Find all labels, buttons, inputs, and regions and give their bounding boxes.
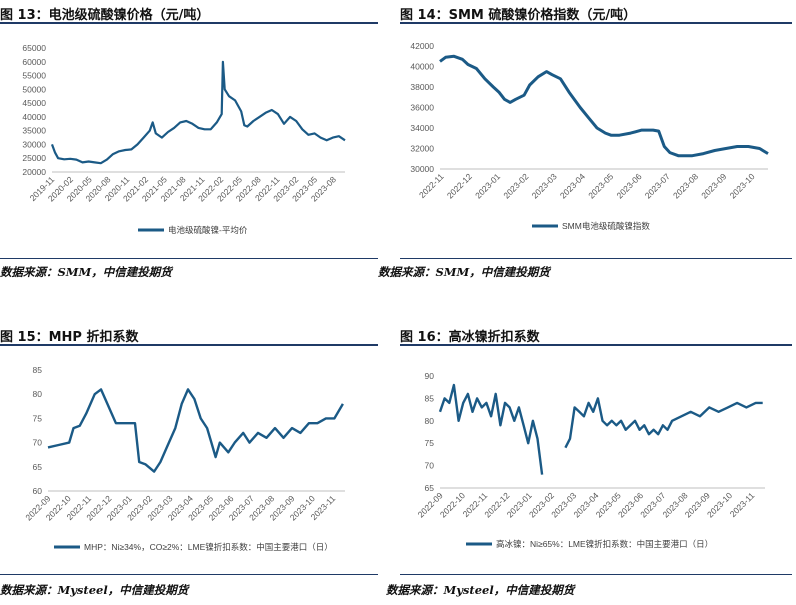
y-tick-label: 45000 (22, 98, 46, 108)
legend-label: MHP：Ni≥34%，CO≥2%：LME镍折扣系数：中国主要港口（日） (84, 542, 333, 552)
y-tick-label: 40000 (410, 62, 434, 72)
chart4-bottom-rule (400, 574, 792, 575)
x-tick-label: 2022-11 (417, 171, 446, 200)
x-tick-label: 2023-05 (586, 171, 615, 200)
y-tick-label: 34000 (410, 123, 434, 133)
legend-label: 高冰镍：Ni≥65%：LME镍折扣系数：中国主要港口（日） (496, 539, 713, 549)
y-tick-label: 60000 (22, 57, 46, 67)
y-tick-label: 36000 (410, 103, 434, 113)
chart2-top-rule (400, 22, 792, 24)
chart1-bottom-rule (0, 258, 378, 259)
chart4-source: 数据来源：Mysteel，中信建投期货 (386, 583, 575, 597)
chart1-top-rule (0, 22, 378, 24)
series-line (439, 54, 769, 158)
x-tick-label: 2023-06 (614, 171, 643, 200)
y-tick-label: 85 (33, 365, 43, 375)
y-tick-label: 80 (425, 416, 435, 426)
chart1-title: 图 13：电池级硫酸镍价格（元/吨） (0, 8, 210, 23)
x-tick-label: 2023-07 (643, 171, 672, 200)
y-tick-label: 65 (425, 483, 435, 493)
chart2-plot: 30000 32000 34000 36000 38000 40000 42000 2022-… (410, 41, 769, 231)
x-tick-label: 2023-01 (473, 171, 502, 200)
chart1-plot: 20000 25000 30000 35000 40000 45000 50000 55000… (22, 43, 346, 235)
y-tick-label: 85 (425, 393, 435, 403)
chart4-top-rule (400, 344, 792, 346)
x-tick-label: 2022-12 (445, 171, 474, 200)
y-tick-label: 30000 (22, 139, 46, 149)
legend-label: 电池级硫酸镍-平均价 (168, 225, 248, 235)
x-tick-label: 2023-08 (671, 171, 700, 200)
chart2-source: 数据来源：SMM，中信建投期货 (378, 265, 550, 279)
y-tick-label: 90 (425, 371, 435, 381)
y-tick-label: 35000 (22, 126, 46, 136)
chart3-bottom-rule (0, 574, 378, 575)
y-tick-label: 80 (33, 389, 43, 399)
y-tick-label: 20000 (22, 167, 46, 177)
x-tick-label: 2023-11 (728, 490, 757, 519)
chart2-bottom-rule (400, 258, 792, 259)
y-tick-label: 42000 (410, 41, 434, 51)
y-tick-label: 25000 (22, 153, 46, 163)
chart1-source: 数据来源：SMM，中信建投期货 (0, 265, 172, 279)
y-tick-label: 65000 (22, 43, 46, 53)
y-tick-label: 75 (425, 438, 435, 448)
y-tick-label: 70 (33, 438, 43, 448)
x-tick-label: 2023-02 (501, 171, 530, 200)
series-line (50, 60, 346, 165)
x-tick-label: 2023-10 (728, 171, 757, 200)
x-tick-label: 2023-03 (530, 171, 559, 200)
chart2-title: 图 14：SMM 硫酸镍价格指数（元/吨） (400, 8, 637, 23)
y-tick-label: 75 (33, 413, 43, 423)
series-line (438, 383, 763, 475)
y-tick-label: 38000 (410, 82, 434, 92)
x-tick-label: 2023-09 (699, 171, 728, 200)
chart4-title: 图 16：高冰镍折扣系数 (400, 330, 540, 345)
chart4-plot: 6570758085902022-092022-102022-112022-12… (416, 371, 765, 549)
x-tick-label: 2023-04 (558, 171, 587, 200)
y-tick-label: 30000 (410, 164, 434, 174)
y-tick-label: 70 (425, 461, 435, 471)
series-line (47, 388, 344, 473)
y-tick-label: 55000 (22, 71, 46, 81)
y-tick-label: 65 (33, 462, 43, 472)
chart3-plot: 6065707580852022-092022-102022-112022-12… (23, 365, 345, 552)
chart3-source: 数据来源：Mysteel，中信建投期货 (0, 583, 189, 597)
legend-label: SMM电池级硫酸镍指数 (562, 221, 650, 231)
y-tick-label: 32000 (410, 144, 434, 154)
chart3-title: 图 15：MHP 折扣系数 (0, 330, 139, 345)
y-tick-label: 50000 (22, 84, 46, 94)
y-tick-label: 60 (33, 486, 43, 496)
y-tick-label: 40000 (22, 112, 46, 122)
chart3-top-rule (0, 344, 378, 346)
